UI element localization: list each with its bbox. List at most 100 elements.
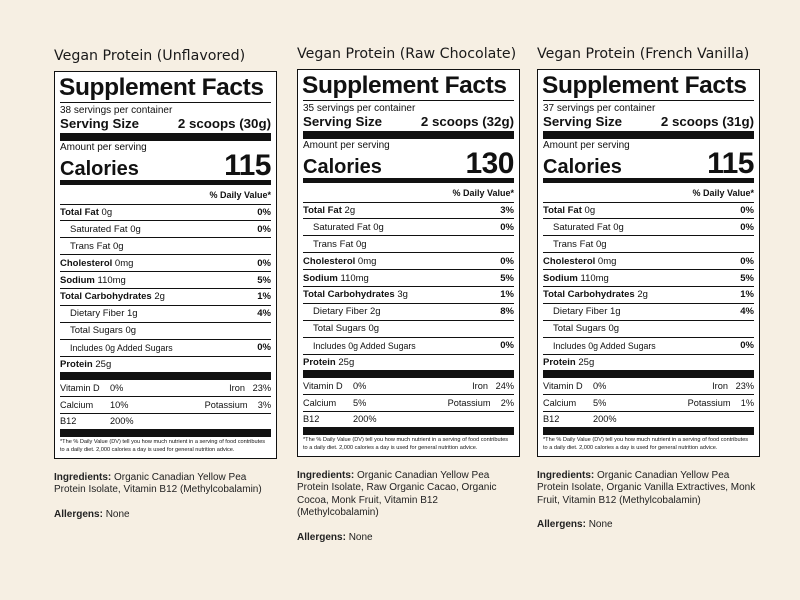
medium-divider [543, 178, 754, 183]
product-column: Vegan Protein (Raw Chocolate) Supplement… [297, 46, 520, 544]
trans-fat-row: Trans Fat 0g [543, 236, 754, 254]
carbs-dv-value: 1% [257, 291, 271, 303]
thick-divider [60, 372, 271, 381]
iron-value: 24% [495, 381, 514, 392]
added-sugars-row: Includes 0g Added Sugars 0% [303, 338, 514, 355]
total-fat-label: Total Fat [543, 204, 582, 216]
added-sugars-row: Includes 0g Added Sugars 0% [543, 338, 754, 355]
protein-label: Protein [60, 358, 93, 370]
calories-row: Calories 115 [543, 149, 754, 179]
protein-label: Protein [303, 356, 336, 368]
vitamin-d-value: 0% [593, 381, 607, 392]
footnote: *The % Daily Value (DV) tell you how muc… [303, 437, 509, 451]
iron-label: Iron [229, 383, 245, 394]
trans-fat-label: Trans Fat [313, 238, 354, 250]
allergens-value: None [588, 519, 613, 531]
added-sugars-value: Includes 0g Added Sugars [313, 340, 416, 351]
allergens-value: None [105, 508, 130, 520]
total-fat-dv-value: 3% [500, 204, 514, 216]
ingredients-value: Organic Canadian Yellow Pea Protein Isol… [297, 470, 497, 519]
servings-per-container: 37 servings per container [543, 103, 656, 114]
b12-value: 200% [593, 414, 617, 425]
serving-size-row: Serving Size 2 scoops (30g) [60, 116, 271, 133]
total-fat-value: 0g [101, 206, 113, 218]
medium-divider [303, 178, 514, 183]
fiber-value: 1g [610, 306, 621, 318]
sat-fat-value: 0g [613, 221, 624, 233]
allergens: Allergens: None [537, 519, 760, 531]
sodium-row: Sodium 110mg 5% [543, 270, 754, 287]
trans-fat-label: Trans Fat [70, 240, 111, 252]
cholesterol-row: Cholesterol 0mg 0% [60, 255, 271, 273]
sat-fat-dv-value: 0% [740, 221, 754, 233]
daily-value-header: % Daily Value* [303, 183, 514, 203]
total-sugars-row: Total Sugars 0g [303, 321, 514, 338]
ingredients-value: Organic Canadian Yellow Pea Protein Isol… [537, 470, 756, 506]
ingredients: Ingredients: Organic Canadian Yellow Pea… [537, 470, 760, 507]
total-fat-dv-value: 0% [257, 206, 271, 218]
protein-row: Protein 25g [60, 357, 271, 373]
servings-per-container: 35 servings per container [303, 103, 416, 114]
iron-value: 23% [252, 383, 271, 394]
added-sugars-value: Includes 0g Added Sugars [70, 342, 173, 353]
calcium-label: Calcium [543, 397, 577, 408]
allergens-label: Allergens: [54, 508, 103, 520]
potassium-label: Potassium [687, 397, 731, 408]
supplement-facts-panel: Supplement Facts 37 servings per contain… [537, 69, 760, 457]
sat-fat-dv-value: 0% [500, 221, 514, 233]
saturated-fat-row: Saturated Fat 0g 0% [303, 219, 514, 237]
total-sugars-row: Total Sugars 0g [60, 323, 271, 340]
calories-value: 115 [224, 149, 271, 182]
potassium-value: 2% [500, 397, 514, 408]
serving-size-label: Serving Size [543, 114, 623, 129]
thick-divider [543, 427, 754, 436]
protein-label: Protein [543, 356, 576, 368]
sodium-dv-value: 5% [500, 272, 514, 284]
potassium-value: 1% [740, 397, 754, 408]
carbs-label: Total Carbohydrates [543, 289, 635, 301]
vitamin-d-label: Vitamin D [543, 381, 583, 392]
panel-title: Supplement Facts [542, 72, 747, 99]
amount-per-serving: Amount per serving [60, 142, 147, 153]
dietary-fiber-row: Dietary Fiber 1g 4% [543, 304, 754, 321]
trans-fat-value: 0g [595, 238, 607, 250]
calcium-value: 5% [593, 397, 607, 408]
total-fat-value: 2g [344, 204, 356, 216]
total-fat-row: Total Fat 0g 0% [543, 203, 754, 220]
product-column: Vegan Protein (French Vanilla) Supplemen… [537, 46, 760, 531]
potassium-value: 3% [257, 399, 271, 410]
sugars-label: Total Sugars [553, 323, 606, 335]
fiber-label: Dietary Fiber [70, 308, 125, 320]
cholesterol-value: 0mg [357, 255, 377, 267]
product-title: Vegan Protein (Unflavored) [54, 48, 246, 64]
sodium-label: Sodium [303, 272, 338, 284]
sat-fat-value: 0g [373, 221, 384, 233]
b12-row: B12 200% [303, 412, 514, 428]
b12-row: B12 200% [60, 414, 271, 430]
serving-size-label: Serving Size [303, 114, 383, 129]
potassium-label: Potassium [204, 399, 248, 410]
serving-size-value: 2 scoops (31g) [660, 114, 754, 129]
cholesterol-dv-value: 0% [257, 257, 271, 269]
serving-size-row: Serving Size 2 scoops (32g) [303, 114, 514, 131]
protein-value: 25g [95, 358, 112, 370]
cholesterol-row: Cholesterol 0mg 0% [543, 253, 754, 271]
carbs-dv-value: 1% [500, 289, 514, 301]
trans-fat-value: 0g [355, 238, 367, 250]
b12-label: B12 [60, 416, 77, 427]
sodium-label: Sodium [543, 272, 578, 284]
vitamin-d-iron-row: Vitamin D 0% Iron 24% [303, 378, 514, 395]
carbs-label: Total Carbohydrates [303, 289, 395, 301]
calcium-value: 10% [110, 399, 129, 410]
cholesterol-value: 0mg [114, 257, 134, 269]
dietary-fiber-row: Dietary Fiber 1g 4% [60, 306, 271, 323]
total-sugars-row: Total Sugars 0g [543, 321, 754, 338]
total-carbohydrates-row: Total Carbohydrates 3g 1% [303, 287, 514, 304]
added-sugars-row: Includes 0g Added Sugars 0% [60, 340, 271, 357]
calcium-potassium-row: Calcium 10% Potassium 3% [60, 397, 271, 414]
calcium-value: 5% [353, 397, 367, 408]
product-title: Vegan Protein (Raw Chocolate) [297, 46, 517, 62]
b12-label: B12 [543, 414, 560, 425]
total-fat-value: 0g [584, 204, 596, 216]
iron-label: Iron [472, 381, 488, 392]
